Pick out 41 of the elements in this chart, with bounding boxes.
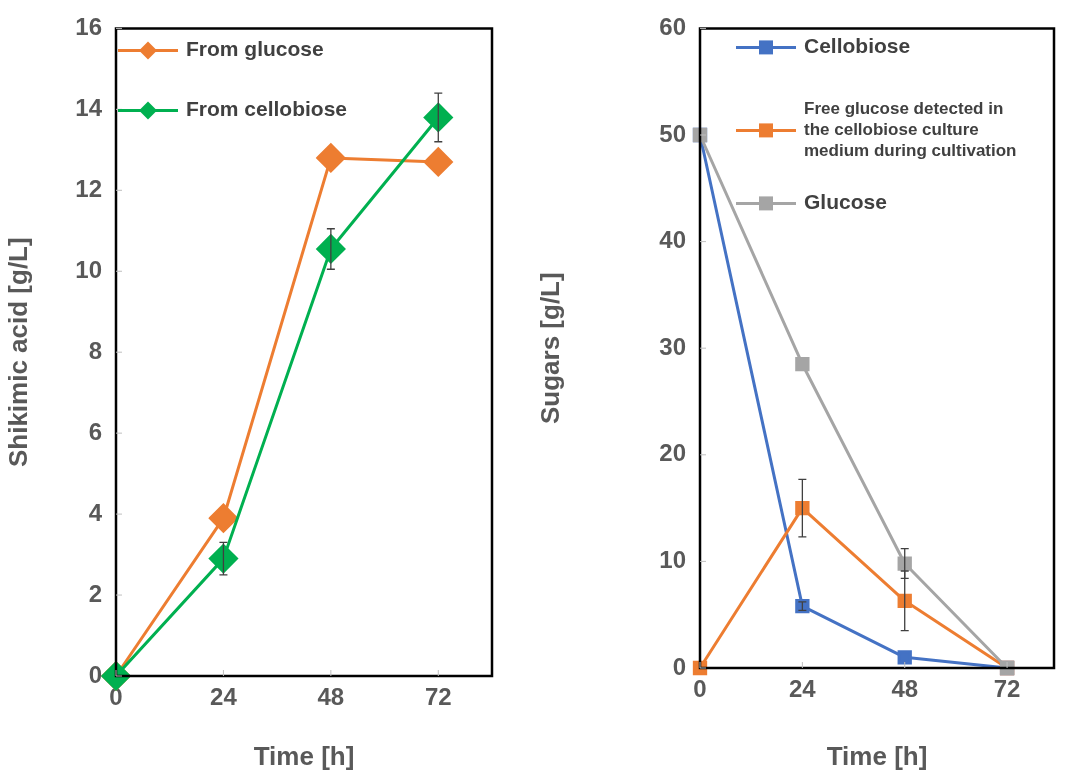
- y-tick-label: 40: [659, 226, 686, 254]
- x-tick-label: 24: [210, 683, 238, 711]
- y-tick-label: 10: [659, 546, 686, 574]
- point: [897, 593, 912, 608]
- point: [316, 143, 346, 173]
- y-tick-label: 2: [88, 579, 102, 607]
- x-tick-label: 72: [424, 683, 452, 711]
- x-tick-label: 24: [789, 675, 817, 703]
- point: [795, 500, 810, 516]
- x-axis-title: Time [h]: [826, 740, 928, 771]
- y-tick-label: 8: [88, 336, 102, 364]
- point: [208, 503, 238, 533]
- y-tick-label: 20: [659, 439, 686, 467]
- y-tick-label: 14: [75, 93, 103, 121]
- y-axis-title: Sugars [g/L]: [534, 272, 565, 425]
- x-tick-label: 48: [891, 675, 919, 703]
- x-axis-title: Time [h]: [253, 740, 355, 771]
- y-tick-label: 6: [88, 417, 102, 445]
- point: [897, 650, 912, 665]
- x-tick-label: 72: [993, 675, 1021, 703]
- y-tick-label: 16: [75, 13, 102, 41]
- y-tick-label: 30: [659, 332, 686, 360]
- y-tick-label: 60: [659, 13, 686, 41]
- x-tick-label: 0: [693, 675, 707, 703]
- x-tick-label: 48: [317, 683, 345, 711]
- legend-label: Free glucose detected in the cellobiose culture medium during cultivation: [804, 99, 1017, 161]
- point: [208, 544, 238, 574]
- legend-label: From glucose: [186, 37, 324, 61]
- y-tick-label: 4: [88, 498, 103, 526]
- legend-label: From cellobiose: [186, 97, 348, 121]
- point: [423, 102, 453, 132]
- legend-label: Cellobiose: [804, 34, 911, 58]
- y-axis-title: Shikimic acid [g/L]: [2, 237, 33, 468]
- legend-label: Glucose: [804, 190, 887, 214]
- point: [423, 147, 453, 177]
- y-tick-label: 0: [672, 652, 686, 680]
- y-tick-label: 50: [659, 119, 686, 147]
- y-tick-label: 10: [75, 255, 102, 283]
- point: [795, 357, 810, 372]
- y-tick-label: 12: [75, 174, 102, 202]
- point: [897, 556, 912, 571]
